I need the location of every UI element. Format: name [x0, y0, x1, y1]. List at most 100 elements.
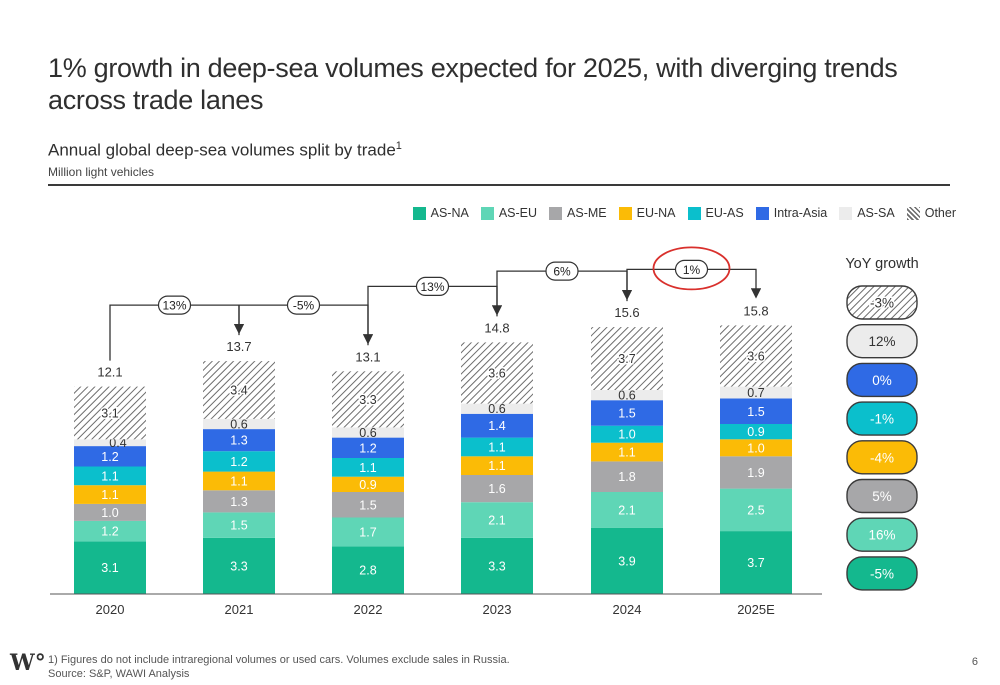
- legend-item-as-sa: AS-SA: [839, 206, 895, 220]
- bar-label-eu-as-2025e: 0.9: [747, 425, 764, 439]
- bar-label-as-me-2021: 1.3: [230, 495, 247, 509]
- yoy-value-as-eu: 16%: [868, 528, 895, 543]
- bar-label-as-eu-2023: 2.1: [488, 514, 505, 528]
- bar-label-as-sa-2024: 0.6: [618, 389, 635, 403]
- bar-as-eu-2021: [203, 512, 275, 538]
- unit-label: Million light vehicles: [48, 165, 155, 179]
- footnote-text: 1) Figures do not include intraregional …: [48, 654, 510, 666]
- bar-label-other-2021: 3.4: [230, 384, 247, 398]
- bar-as-na-2020: [74, 541, 146, 594]
- yoy-pill-eu-as: [846, 401, 918, 436]
- bar-other-2021: [203, 361, 275, 419]
- legend-label-other: Other: [924, 206, 956, 220]
- bar-label-eu-na-2020: 1.1: [101, 488, 118, 502]
- growth-badge-4: [545, 261, 579, 281]
- bar-eu-na-2022: [332, 476, 404, 492]
- legend-item-other: Other: [906, 206, 956, 220]
- yoy-value-as-sa: 12%: [868, 334, 895, 349]
- growth-badge-2: [286, 295, 321, 315]
- bar-eu-as-2025e: [720, 424, 792, 440]
- bar-label-as-na-2024: 3.9: [618, 554, 635, 568]
- bar-label-as-sa-2021: 0.6: [230, 418, 247, 432]
- legend-label-eu-as: EU-AS: [705, 206, 744, 220]
- bar-label-as-eu-2022: 1.7: [359, 525, 376, 539]
- bar-as-eu-2022: [332, 517, 404, 547]
- yoy-value-as-me: 5%: [872, 489, 892, 504]
- bar-eu-as-2024: [591, 425, 663, 443]
- highlight-circle: [652, 246, 731, 291]
- bar-label-other-2022: 3.3: [359, 393, 376, 407]
- legend-item-intra-asia: Intra-Asia: [755, 206, 828, 220]
- subtitle-footnote-mark: 1: [395, 140, 402, 152]
- bar-label-eu-na-2024: 1.1: [618, 446, 635, 460]
- bar-intra-asia-2024: [591, 400, 663, 426]
- bar-label-eu-na-2023: 1.1: [488, 459, 505, 473]
- bar-other-2025e: [720, 325, 792, 387]
- bar-label-eu-as-2023: 1.1: [488, 440, 505, 454]
- legend-swatch-as-na: [412, 206, 426, 220]
- bar-label-as-me-2023: 1.6: [488, 482, 505, 496]
- bar-label-eu-as-2024: 1.0: [618, 428, 635, 442]
- yoy-pill-other: [846, 285, 918, 320]
- bar-intra-asia-2022: [332, 437, 404, 458]
- growth-label-3: 13%: [420, 280, 444, 294]
- bar-label-as-me-2022: 1.5: [359, 498, 376, 512]
- yoy-pill-as-me: [846, 478, 918, 514]
- chart-subtitle: Annual global deep-sea volumes split by …: [48, 140, 402, 161]
- growth-badge-5: [674, 259, 709, 279]
- bar-other-2024: [591, 327, 663, 390]
- legend-item-as-na: AS-NA: [412, 206, 469, 220]
- bar-label-eu-na-2022: 0.9: [359, 478, 376, 492]
- growth-label-4: 6%: [553, 265, 571, 279]
- bar-as-eu-2020: [74, 520, 146, 542]
- bar-label-intra-asia-2023: 1.4: [488, 419, 505, 433]
- bar-eu-as-2021: [203, 451, 275, 472]
- bar-label-other-2025e: 3.6: [747, 350, 764, 364]
- bar-as-eu-2023: [461, 502, 533, 538]
- bar-as-me-2020: [74, 503, 146, 521]
- bar-as-me-2025e: [720, 456, 792, 489]
- bar-as-me-2022: [332, 492, 404, 518]
- legend-swatch-other: [906, 206, 920, 220]
- bar-label-as-sa-2023: 0.6: [488, 402, 505, 416]
- x-tick-2022: 2022: [354, 602, 383, 617]
- legend-item-eu-as: EU-AS: [687, 206, 744, 220]
- bar-label-as-na-2021: 3.3: [230, 559, 247, 573]
- bar-label-eu-as-2021: 1.2: [230, 455, 247, 469]
- bar-as-na-2021: [203, 537, 275, 594]
- legend-label-intra-asia: Intra-Asia: [773, 206, 828, 220]
- bar-intra-asia-2025e: [720, 398, 792, 424]
- bar-as-na-2022: [332, 546, 404, 594]
- bar-label-eu-na-2021: 1.1: [230, 474, 247, 488]
- bar-other-2022: [332, 371, 404, 428]
- bar-label-intra-asia-2025e: 1.5: [747, 405, 764, 419]
- bar-label-as-eu-2020: 1.2: [101, 525, 118, 539]
- bar-total-2021: 13.7: [226, 339, 251, 354]
- bar-intra-asia-2021: [203, 429, 275, 452]
- legend-item-eu-na: EU-NA: [618, 206, 676, 220]
- bar-as-na-2023: [461, 537, 533, 594]
- x-tick-2025e: 2025E: [737, 602, 775, 617]
- bar-as-me-2024: [591, 461, 663, 492]
- legend-item-as-me: AS-ME: [549, 206, 607, 220]
- x-tick-2023: 2023: [483, 602, 512, 617]
- bar-total-2024: 15.6: [614, 305, 639, 320]
- growth-badge-1: [157, 295, 192, 315]
- legend-swatch-eu-as: [687, 206, 701, 220]
- yoy-value-eu-as: -1%: [870, 412, 894, 427]
- yoy-pill-intra-asia: [846, 362, 918, 398]
- yoy-pill-as-eu: [846, 517, 918, 552]
- bar-label-as-na-2023: 3.3: [488, 559, 505, 573]
- legend-item-as-eu: AS-EU: [480, 206, 537, 220]
- bar-as-sa-2025e: [720, 386, 792, 399]
- bar-other-2023: [461, 342, 533, 404]
- bar-as-sa-2022: [332, 427, 404, 438]
- bar-eu-as-2020: [74, 466, 146, 486]
- company-logo: W°: [10, 650, 46, 676]
- yoy-value-other: -3%: [870, 296, 894, 311]
- bar-label-as-sa-2020: 0.4: [109, 436, 126, 450]
- bar-label-as-eu-2024: 2.1: [618, 503, 635, 517]
- bar-label-other-2023: 3.6: [488, 367, 505, 381]
- x-tick-2021: 2021: [225, 602, 254, 617]
- bar-label-as-me-2024: 1.8: [618, 470, 635, 484]
